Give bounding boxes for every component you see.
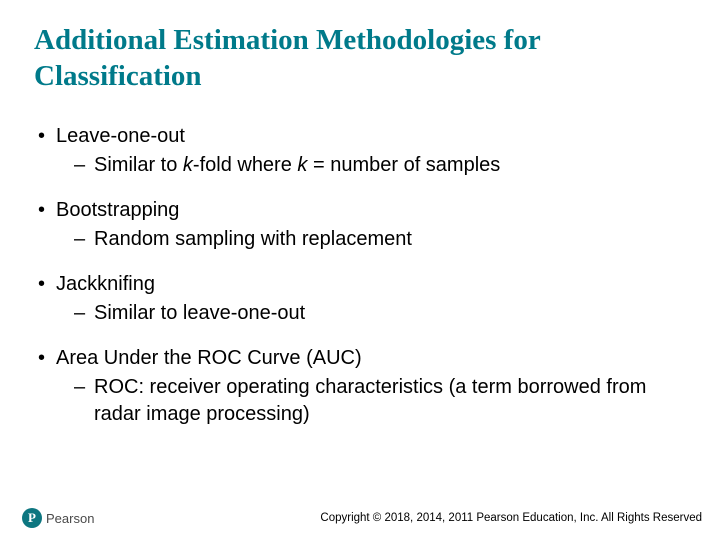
logo-text: Pearson [46, 511, 94, 526]
slide: Additional Estimation Methodologies for … [0, 0, 720, 540]
bullet-sub-item: Similar to leave-one-out [34, 300, 686, 327]
logo-icon: P [22, 508, 42, 528]
bullet-sub-item: Similar to k-fold where k = number of sa… [34, 152, 686, 179]
slide-content: Leave-one-out Similar to k-fold where k … [34, 123, 686, 428]
sub-text: ROC: receiver operating characteristics … [94, 376, 646, 425]
sub-text: = number of samples [307, 154, 500, 176]
slide-footer: P Pearson Copyright © 2018, 2014, 2011 P… [0, 508, 720, 528]
bullet-sub-item: Random sampling with replacement [34, 226, 686, 253]
bullet-item: Leave-one-out [34, 123, 686, 150]
bullet-item: Bootstrapping [34, 197, 686, 224]
bullet-item: Jackknifing [34, 271, 686, 298]
sub-italic: k [297, 154, 307, 176]
slide-title: Additional Estimation Methodologies for … [34, 22, 686, 95]
sub-text: Random sampling with replacement [94, 228, 412, 250]
bullet-sub-item: ROC: receiver operating characteristics … [34, 374, 686, 428]
pearson-logo: P Pearson [22, 508, 94, 528]
copyright-text: Copyright © 2018, 2014, 2011 Pearson Edu… [320, 512, 702, 524]
sub-text: Similar to [94, 154, 183, 176]
sub-text: Similar to leave-one-out [94, 302, 305, 324]
sub-text: -fold where [193, 154, 298, 176]
bullet-item: Area Under the ROC Curve (AUC) [34, 345, 686, 372]
sub-italic: k [183, 154, 193, 176]
